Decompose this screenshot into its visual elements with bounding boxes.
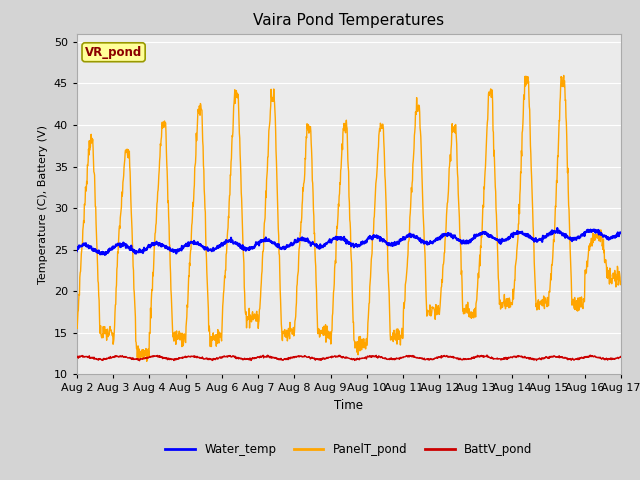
X-axis label: Time: Time (334, 399, 364, 412)
Text: VR_pond: VR_pond (85, 46, 142, 59)
Legend: Water_temp, PanelT_pond, BattV_pond: Water_temp, PanelT_pond, BattV_pond (161, 438, 537, 461)
Title: Vaira Pond Temperatures: Vaira Pond Temperatures (253, 13, 444, 28)
Y-axis label: Temperature (C), Battery (V): Temperature (C), Battery (V) (38, 124, 48, 284)
